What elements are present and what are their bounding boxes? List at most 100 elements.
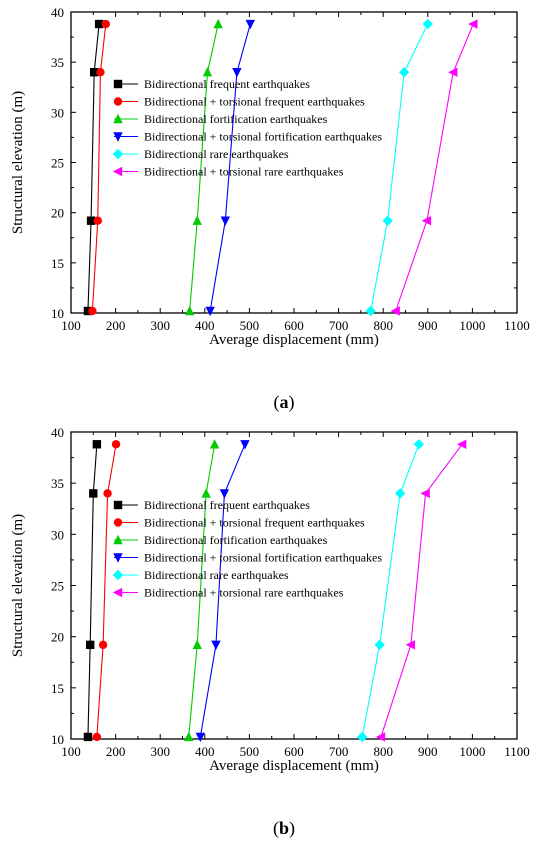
x-tick-label: 700 bbox=[329, 318, 349, 333]
x-tick-label: 600 bbox=[284, 318, 304, 333]
series-line bbox=[370, 23, 429, 312]
legend-entry: Bidirectional fortification earthquakes bbox=[144, 533, 328, 547]
data-point bbox=[468, 19, 478, 29]
legend-entry: Bidirectional frequent earthquakes bbox=[144, 77, 310, 91]
panel-label-close-paren: ) bbox=[289, 392, 295, 413]
data-point bbox=[85, 640, 95, 650]
x-tick-label: 600 bbox=[284, 744, 304, 759]
data-point bbox=[405, 640, 416, 650]
data-point bbox=[232, 68, 242, 78]
x-tick-label: 100 bbox=[61, 744, 81, 759]
legend-marker bbox=[113, 518, 123, 527]
x-tick-label: 500 bbox=[240, 744, 260, 759]
series-line bbox=[87, 444, 98, 737]
data-point bbox=[83, 732, 93, 742]
x-tick-label: 500 bbox=[240, 318, 260, 333]
legend-marker bbox=[112, 587, 123, 598]
series-line bbox=[380, 443, 463, 738]
y-tick-label: 35 bbox=[51, 476, 64, 491]
x-tick-label: 1000 bbox=[459, 744, 485, 759]
panel-label: (a) bbox=[274, 392, 295, 413]
data-point bbox=[88, 306, 97, 316]
legend-entry: Bidirectional + torsional rare earthquak… bbox=[144, 165, 344, 179]
panel-label-open-paren: ( bbox=[273, 818, 279, 839]
y-tick-label: 25 bbox=[51, 156, 64, 171]
legend-entry: Bidirectional + torsional rare earthquak… bbox=[144, 586, 344, 600]
data-point bbox=[422, 18, 433, 30]
data-point bbox=[209, 439, 220, 449]
y-tick-label: 25 bbox=[51, 579, 64, 594]
data-point bbox=[357, 731, 368, 743]
data-point bbox=[83, 306, 93, 316]
panel-label-close-paren: ) bbox=[289, 818, 295, 839]
x-tick-label: 300 bbox=[150, 744, 170, 759]
chart-panel-a: 100 200 300 400 500 600 700 800 900 1000 1100 10 15 2… bbox=[10, 5, 530, 413]
data-point bbox=[86, 216, 96, 225]
legend-marker bbox=[112, 569, 124, 581]
panel-label-letter: a bbox=[280, 392, 289, 412]
x-tick-label: 1000 bbox=[459, 318, 485, 333]
legend-marker bbox=[113, 534, 123, 545]
legend-marker bbox=[113, 113, 123, 124]
y-tick-label: 40 bbox=[51, 425, 64, 440]
legend-marker bbox=[113, 97, 123, 106]
series-line bbox=[395, 23, 474, 312]
x-axis-label: Average displacement (mm) bbox=[209, 332, 379, 348]
x-tick-label: 400 bbox=[195, 744, 215, 759]
data-point bbox=[111, 440, 121, 449]
y-tick-label: 35 bbox=[51, 55, 64, 70]
y-tick-label: 20 bbox=[51, 206, 64, 221]
series-line bbox=[189, 23, 219, 312]
series-line bbox=[199, 444, 246, 738]
series-line bbox=[91, 23, 107, 312]
legend-marker bbox=[112, 166, 123, 177]
legend-entry: Bidirectional + torsional frequent earth… bbox=[144, 95, 365, 109]
x-tick-label: 300 bbox=[150, 318, 170, 333]
series-line bbox=[209, 23, 251, 312]
legend-marker bbox=[113, 500, 123, 510]
data-point bbox=[394, 488, 406, 499]
data-point bbox=[92, 440, 102, 449]
data-point bbox=[390, 306, 400, 316]
data-point bbox=[374, 639, 385, 651]
x-tick-label: 900 bbox=[418, 318, 438, 333]
data-point bbox=[421, 215, 432, 226]
data-point bbox=[220, 216, 231, 226]
data-point bbox=[93, 216, 102, 225]
data-point bbox=[420, 488, 430, 499]
panel-label: (b) bbox=[273, 818, 295, 839]
x-tick-label: 200 bbox=[106, 744, 126, 759]
data-point bbox=[96, 68, 105, 77]
x-tick-label: 1100 bbox=[504, 744, 530, 759]
y-tick-label: 15 bbox=[51, 256, 64, 271]
x-tick-label: 700 bbox=[329, 744, 349, 759]
data-point bbox=[89, 68, 99, 77]
series-line bbox=[96, 444, 117, 737]
legend-marker bbox=[113, 79, 123, 89]
legend-marker bbox=[113, 132, 123, 142]
y-axis-label: Structural elevation (m) bbox=[10, 514, 26, 657]
data-point bbox=[192, 215, 202, 225]
x-tick-label: 100 bbox=[61, 318, 81, 333]
plot-frame bbox=[70, 11, 518, 314]
legend-entry: Bidirectional + torsional fortification … bbox=[144, 130, 382, 144]
data-point bbox=[398, 67, 410, 78]
x-tick-label: 1100 bbox=[504, 318, 530, 333]
chart-panel-b: 100 200 300 400 500 600 700 800 900 1000 1100 10 15 2… bbox=[10, 425, 530, 839]
data-point bbox=[184, 305, 195, 316]
y-tick-label: 15 bbox=[51, 681, 64, 696]
legend-entry: Bidirectional + torsional fortification … bbox=[144, 551, 382, 565]
data-point bbox=[375, 732, 386, 742]
x-tick-label: 800 bbox=[373, 744, 393, 759]
data-point bbox=[219, 489, 230, 499]
y-tick-label: 40 bbox=[51, 5, 64, 20]
x-tick-label: 800 bbox=[373, 318, 393, 333]
data-point bbox=[92, 732, 102, 742]
legend-marker bbox=[113, 553, 123, 563]
data-point bbox=[213, 18, 223, 29]
data-point bbox=[413, 439, 425, 450]
data-point bbox=[192, 639, 202, 650]
y-axis-label: Structural elevation (m) bbox=[10, 91, 26, 234]
data-point bbox=[94, 19, 104, 29]
